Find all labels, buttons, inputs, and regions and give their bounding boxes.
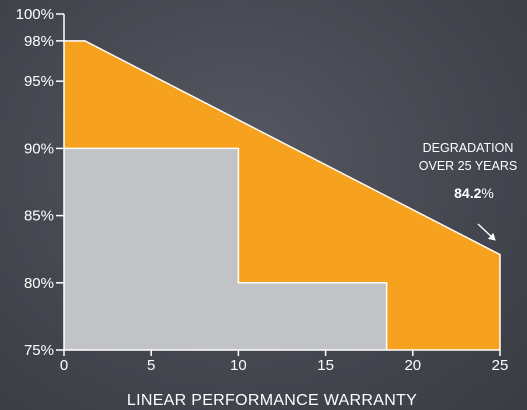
- annotation-line-1: DEGRADATION: [423, 141, 514, 155]
- x-tick-label: 10: [230, 357, 247, 374]
- y-tick-label: 85%: [24, 208, 54, 225]
- step-warranty-line: [64, 147, 388, 350]
- annotation-value-unit: %: [481, 185, 493, 201]
- step-warranty-area: [64, 148, 387, 350]
- x-axis-title: LINEAR PERFORMANCE WARRANTY: [127, 392, 417, 409]
- annotation-value-number: 84.2: [454, 185, 481, 201]
- linear-warranty-line: [64, 40, 501, 350]
- y-tick-label: 80%: [24, 275, 54, 292]
- x-tick-label: 5: [147, 357, 155, 374]
- y-tick-label: 75%: [24, 342, 54, 359]
- y-tick-label: 90%: [24, 140, 54, 157]
- x-tick-label: 20: [404, 357, 421, 374]
- x-tick-label: 25: [492, 357, 509, 374]
- annotation-value: 84.2%: [454, 185, 494, 201]
- annotation-arrow: [477, 223, 496, 241]
- y-tick-label: 98%: [24, 33, 54, 50]
- x-tick-label: 15: [317, 357, 334, 374]
- y-tick-label: 95%: [24, 73, 54, 90]
- annotation-line-2: OVER 25 YEARS: [419, 159, 517, 173]
- y-tick-label: 100%: [16, 6, 54, 23]
- x-tick-label: 0: [60, 357, 68, 374]
